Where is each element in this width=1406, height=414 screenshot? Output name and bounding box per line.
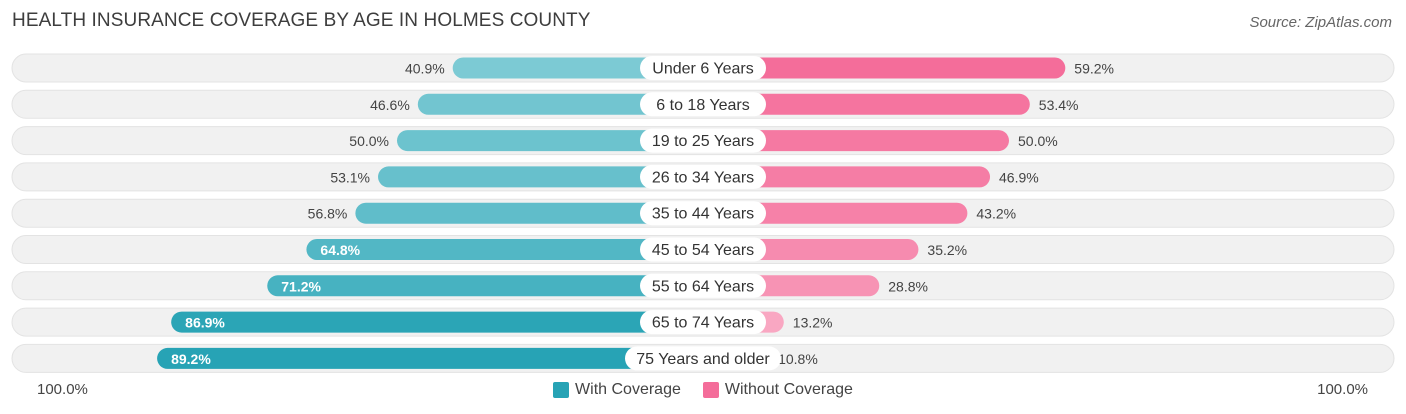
category-pill	[640, 237, 766, 262]
bar-with-coverage	[171, 311, 703, 333]
category-pill	[640, 56, 766, 80]
value-label-without-coverage: 43.2%	[976, 206, 1016, 222]
category-pill	[640, 164, 766, 189]
legend-swatch-with-coverage	[553, 382, 570, 398]
bar-without-coverage	[703, 166, 991, 188]
value-label-without-coverage: 50.0%	[1018, 133, 1058, 149]
value-label-with-coverage: 46.6%	[370, 97, 410, 113]
category-pill	[640, 92, 766, 117]
value-label-without-coverage: 13.2%	[793, 315, 833, 331]
bar-without-coverage	[703, 57, 1066, 79]
value-label-with-coverage: 53.1%	[330, 169, 370, 185]
value-label-with-coverage: 71.2%	[281, 278, 321, 294]
category-pill	[640, 310, 766, 335]
category-label: 55 to 64 Years	[652, 278, 754, 295]
category-pill	[640, 128, 766, 153]
bar-with-coverage	[306, 239, 703, 260]
value-label-with-coverage: 86.9%	[185, 315, 225, 331]
source-note: Source: ZipAtlas.com	[1249, 14, 1392, 31]
bar-with-coverage	[267, 275, 703, 297]
category-pill	[640, 273, 766, 298]
category-label: 65 to 74 Years	[652, 315, 754, 332]
category-pill	[640, 201, 766, 226]
category-label: 45 to 54 Years	[652, 242, 754, 259]
value-label-with-coverage: 50.0%	[349, 133, 389, 149]
bar-without-coverage	[703, 202, 968, 224]
bar-with-coverage	[452, 57, 703, 79]
legend-swatch-without-coverage	[702, 382, 719, 398]
legend-item-without-coverage: Without Coverage	[702, 381, 853, 399]
bar-with-coverage	[355, 202, 703, 224]
bar-with-coverage	[417, 93, 703, 115]
category-label: 26 to 34 Years	[652, 169, 754, 186]
legend-item-with-coverage: With Coverage	[553, 381, 681, 399]
bar-with-coverage	[397, 130, 703, 152]
axis-right-label: 100.0%	[1317, 381, 1368, 398]
value-label-with-coverage: 64.8%	[320, 242, 360, 258]
legend-label-with-coverage: With Coverage	[575, 381, 681, 398]
value-label-without-coverage: 35.2%	[927, 242, 967, 258]
legend: With Coverage Without Coverage	[0, 379, 1406, 401]
category-label: 75 Years and older	[636, 351, 770, 368]
category-pill	[625, 346, 781, 371]
value-label-with-coverage: 89.2%	[171, 351, 211, 367]
value-label-with-coverage: 40.9%	[405, 61, 445, 77]
bar-with-coverage	[378, 166, 703, 188]
value-label-without-coverage: 59.2%	[1074, 61, 1114, 77]
value-label-without-coverage: 10.8%	[778, 351, 818, 367]
value-label-without-coverage: 53.4%	[1039, 97, 1079, 113]
category-label: 6 to 18 Years	[656, 97, 749, 114]
value-label-without-coverage: 28.8%	[888, 278, 928, 294]
category-label: 35 to 44 Years	[652, 206, 754, 223]
legend-label-without-coverage: Without Coverage	[724, 381, 853, 398]
bar-without-coverage	[703, 130, 1009, 152]
category-label: Under 6 Years	[652, 61, 753, 78]
bar-with-coverage	[157, 347, 703, 369]
value-label-with-coverage: 56.8%	[308, 206, 348, 222]
axis-left-label: 100.0%	[37, 381, 88, 398]
value-label-without-coverage: 46.9%	[999, 169, 1039, 185]
category-label: 19 to 25 Years	[652, 133, 754, 150]
chart-title: HEALTH INSURANCE COVERAGE BY AGE IN HOLM…	[12, 10, 591, 31]
bar-without-coverage	[703, 93, 1030, 115]
